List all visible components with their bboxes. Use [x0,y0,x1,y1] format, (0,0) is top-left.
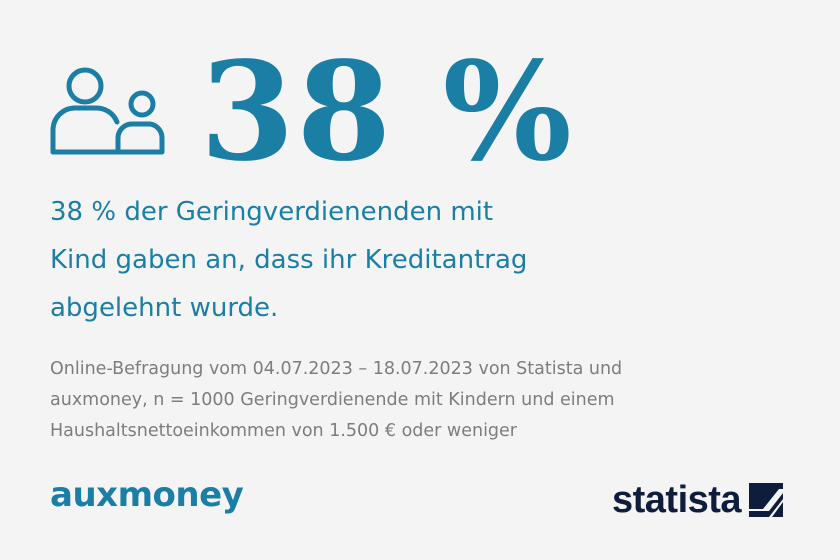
source-line: Haushaltsnettoeinkommen von 1.500 € oder… [50,421,518,441]
parent-child-icon [50,64,166,156]
headline-line: abgelehnt wurde. [50,293,279,323]
auxmoney-logo: auxmoney [50,475,244,515]
statista-logo-mark-icon [749,483,784,517]
source-line: Online-Befragung vom 04.07.2023 – 18.07.… [50,359,623,379]
headline-text: 38 % der Geringverdienenden mit Kind gab… [50,188,610,332]
headline-line: 38 % der Geringverdienenden mit [50,197,494,227]
headline-percentage: 38 % [200,32,574,192]
source-line: auxmoney, n = 1000 Geringverdienende mit… [50,390,615,410]
source-note: Online-Befragung vom 04.07.2023 – 18.07.… [50,354,750,447]
statista-wordmark: statista [612,479,742,521]
headline-line: Kind gaben an, dass ihr Kreditantrag [50,245,528,275]
statista-logo: statista [612,479,784,521]
